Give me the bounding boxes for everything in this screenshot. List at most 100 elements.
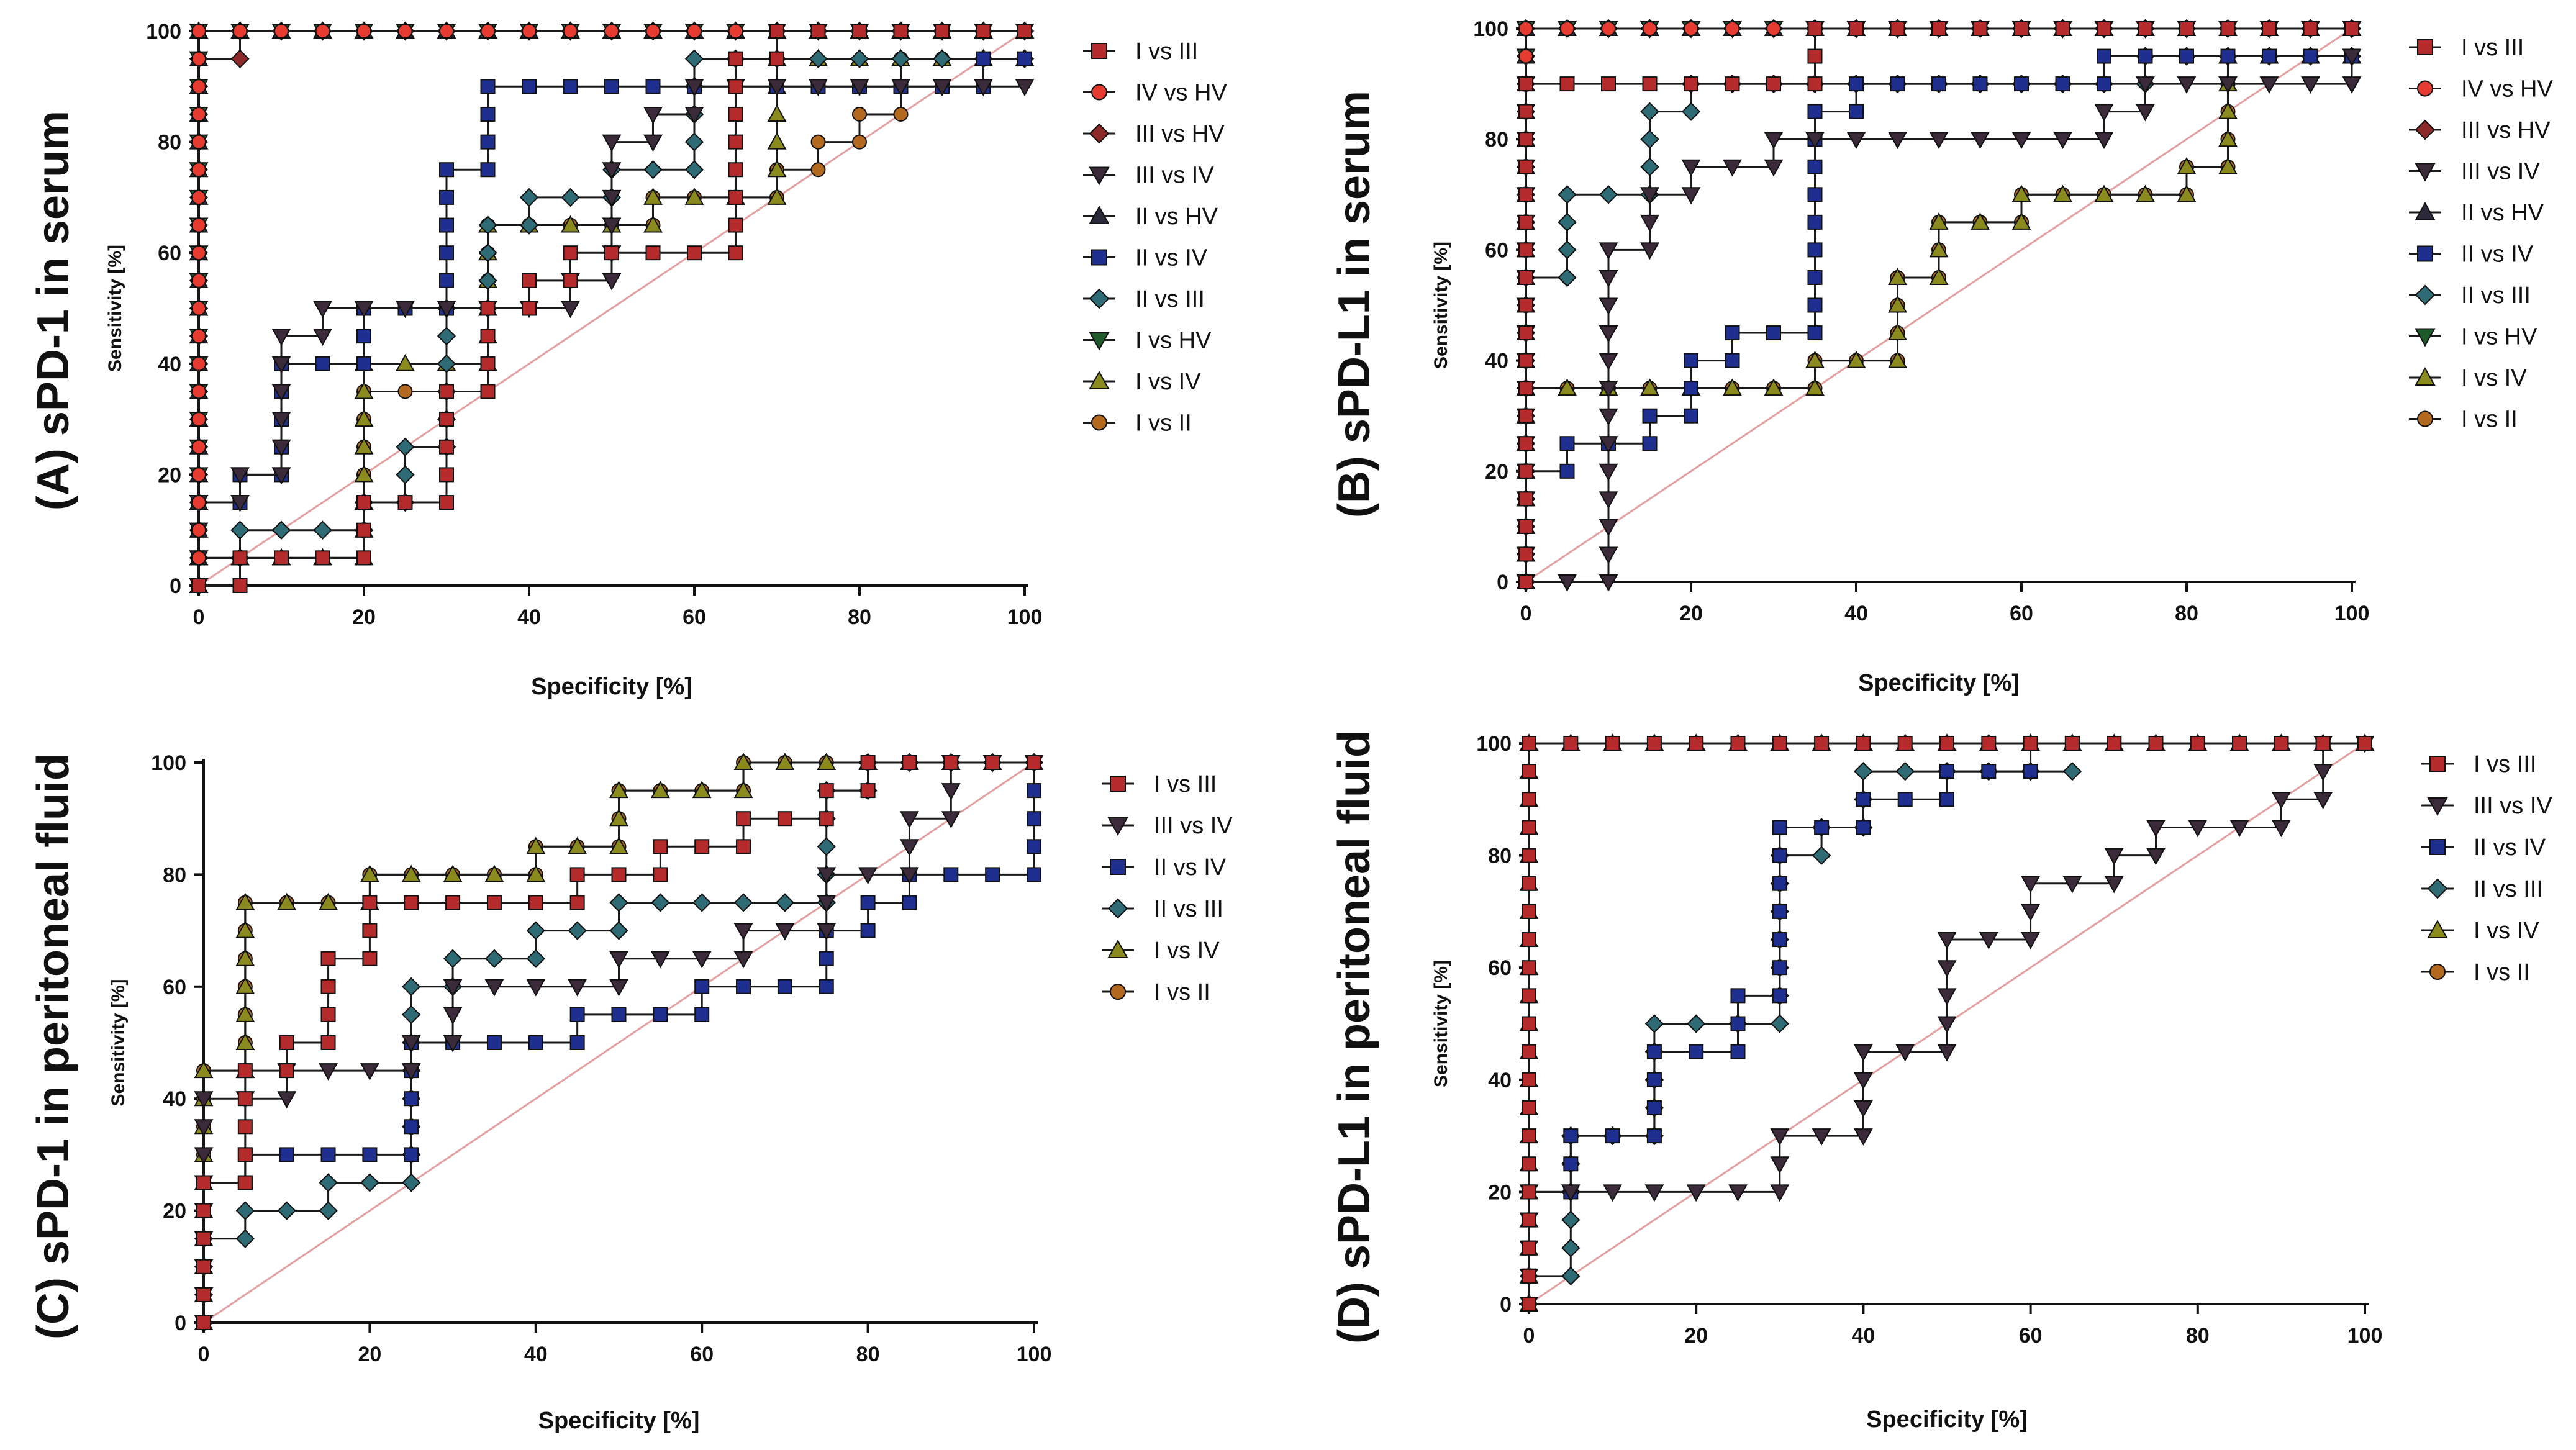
- data-point: [191, 162, 206, 178]
- data-point: [1522, 1156, 1536, 1172]
- data-point: [1689, 1044, 1704, 1059]
- data-point: [1856, 736, 1871, 751]
- data-point: [1646, 1072, 1662, 1087]
- data-point: [609, 809, 628, 827]
- data-point: [1853, 1072, 1873, 1090]
- data-point: [2136, 76, 2155, 94]
- data-point: [191, 51, 206, 66]
- data-point: [354, 301, 374, 319]
- data-point: [1766, 325, 1781, 341]
- data-point: [1895, 761, 1915, 781]
- data-point: [1723, 378, 1742, 396]
- data-point: [315, 24, 330, 39]
- legend-marker: [2415, 328, 2436, 347]
- data-point: [2064, 736, 2080, 751]
- data-point: [1730, 1044, 1746, 1059]
- data-point: [1684, 76, 1698, 92]
- data-point: [191, 273, 206, 288]
- data-point: [1807, 242, 1823, 258]
- data-point: [237, 1063, 253, 1079]
- data-point: [1931, 21, 1946, 36]
- data-point: [191, 356, 206, 371]
- series-line: [1528, 770, 2072, 1304]
- data-point: [1561, 1210, 1581, 1230]
- series-i-vs-ii: [191, 51, 1032, 593]
- legend-marker: [2417, 410, 2433, 427]
- data-point: [1807, 325, 1823, 341]
- series-i-vs-iii: [1518, 21, 2359, 589]
- data-point: [2023, 736, 2038, 751]
- data-point: [401, 864, 421, 882]
- data-point: [809, 49, 828, 68]
- data-point: [2014, 76, 2029, 92]
- data-point: [191, 439, 206, 455]
- x-axis-label: Specificity [%]: [531, 674, 692, 700]
- data-point: [568, 921, 587, 940]
- data-point: [1814, 736, 1830, 751]
- data-point: [1522, 1212, 1536, 1228]
- data-point: [2179, 21, 2194, 36]
- data-point: [1730, 988, 1746, 1004]
- data-point: [1559, 21, 1575, 36]
- panel-title: (B) sPD-L1 in serum: [1330, 91, 1379, 518]
- data-point: [277, 892, 297, 910]
- data-point: [1027, 867, 1041, 882]
- data-point: [817, 837, 836, 856]
- y-tick-label: 0: [175, 1312, 186, 1335]
- data-point: [1856, 792, 1871, 807]
- data-point: [1518, 546, 1533, 562]
- x-tick-label: 100: [1007, 605, 1043, 629]
- data-point: [1017, 51, 1032, 66]
- data-point: [439, 273, 454, 288]
- data-point: [817, 895, 837, 913]
- data-point: [692, 951, 712, 969]
- data-point: [860, 895, 876, 910]
- data-point: [191, 106, 206, 122]
- x-tick-label: 40: [517, 605, 541, 629]
- data-point: [191, 467, 206, 483]
- panel-b-spdl1-serum: 0 20 40 60 80 100 0 20 40 60 80 100 Specificity [%] S…: [1330, 17, 2553, 696]
- data-point: [443, 1007, 463, 1025]
- data-point: [1981, 764, 1997, 779]
- data-point: [2271, 792, 2291, 810]
- data-point: [235, 976, 255, 994]
- legend-marker: [2417, 80, 2433, 97]
- data-point: [356, 522, 371, 538]
- data-point: [1939, 764, 1954, 779]
- data-point: [645, 24, 661, 39]
- x-axis-label: Specificity [%]: [538, 1408, 700, 1434]
- data-point: [1766, 21, 1781, 36]
- legend-item: I vs III: [2409, 35, 2524, 61]
- data-point: [313, 301, 332, 319]
- legend-item: I vs II: [2421, 959, 2530, 986]
- data-point: [891, 79, 910, 97]
- data-point: [1027, 783, 1041, 799]
- series-i-vs-iii: [191, 24, 1032, 593]
- legend-item: I vs III: [1083, 39, 1198, 65]
- data-point: [1725, 21, 1740, 36]
- data-point: [1518, 104, 1533, 119]
- data-point: [1558, 240, 1577, 260]
- data-point: [1561, 1238, 1581, 1257]
- data-point: [1605, 1128, 1620, 1144]
- data-point: [645, 245, 661, 261]
- data-point: [985, 867, 1000, 882]
- legend-item: II vs III: [1102, 896, 1223, 922]
- data-point: [2062, 876, 2082, 894]
- data-point: [1644, 1014, 1664, 1033]
- data-point: [439, 217, 454, 233]
- x-tick-label: 60: [683, 605, 706, 629]
- data-point: [767, 104, 787, 122]
- data-point: [2104, 848, 2124, 866]
- legend-marker: [1110, 859, 1126, 875]
- data-point: [402, 1005, 421, 1025]
- data-point: [1849, 76, 1864, 92]
- legend-label: I vs II: [2461, 407, 2518, 433]
- data-point: [1929, 268, 1949, 285]
- data-point: [728, 189, 743, 205]
- series-iii-vs-iv: [189, 79, 1035, 596]
- data-point: [609, 921, 628, 940]
- data-point: [2303, 48, 2318, 64]
- data-point: [1601, 21, 1616, 36]
- legend-marker: [2427, 878, 2448, 899]
